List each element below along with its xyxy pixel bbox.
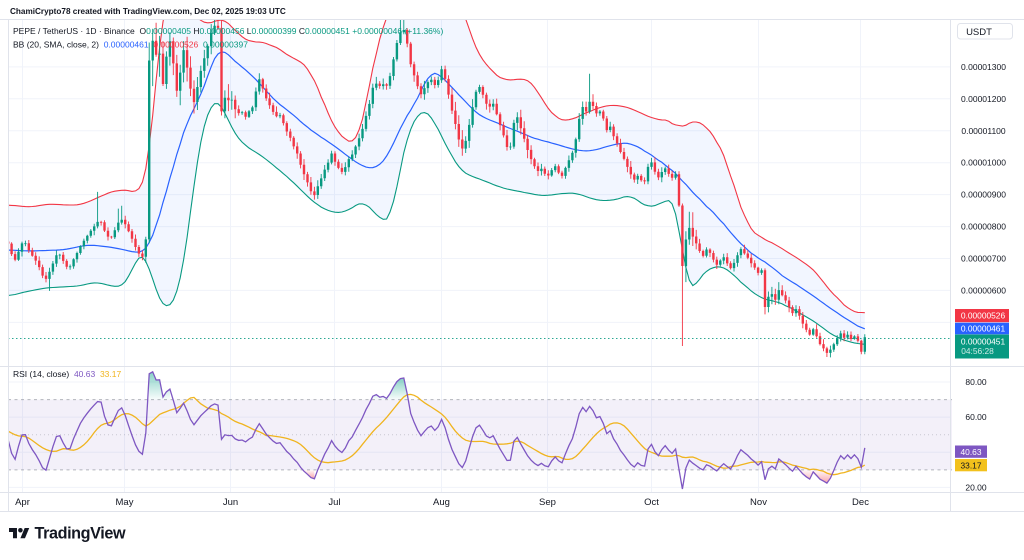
- svg-text:0.00000700: 0.00000700: [961, 254, 1006, 264]
- svg-text:USDT: USDT: [966, 27, 992, 38]
- svg-text:0.00000600: 0.00000600: [961, 285, 1006, 295]
- svg-text:Sep: Sep: [539, 497, 556, 508]
- svg-text:40.63: 40.63: [961, 447, 982, 457]
- svg-text:Jul: Jul: [328, 497, 340, 508]
- svg-text:60.00: 60.00: [965, 412, 987, 422]
- svg-text:04:56:28: 04:56:28: [961, 346, 994, 356]
- svg-text:0.00000461: 0.00000461: [961, 324, 1006, 334]
- svg-text:PEPE / TetherUS · 1D · Binance: PEPE / TetherUS · 1D · Binance O0.000004…: [13, 26, 443, 36]
- svg-text:0.00000526: 0.00000526: [961, 311, 1006, 321]
- svg-text:0.00000451: 0.00000451: [961, 336, 1006, 346]
- svg-text:BB (20, SMA, close, 2) 0.0000: BB (20, SMA, close, 2) 0.00000461 0.0000…: [13, 40, 248, 50]
- svg-text:May: May: [116, 497, 134, 508]
- svg-text:Nov: Nov: [750, 497, 767, 508]
- svg-text:0.00001000: 0.00001000: [961, 158, 1006, 168]
- svg-text:20.00: 20.00: [965, 482, 987, 492]
- svg-text:ChamiCrypto78 created with Tra: ChamiCrypto78 created with TradingView.c…: [10, 7, 286, 16]
- svg-text:Aug: Aug: [433, 497, 450, 508]
- svg-text:0.00001100: 0.00001100: [961, 126, 1006, 136]
- svg-text:0.00000800: 0.00000800: [961, 222, 1006, 232]
- svg-text:RSI (14, close) 40.63 33.17: RSI (14, close) 40.63 33.17: [13, 369, 121, 379]
- svg-text:0.00001200: 0.00001200: [961, 94, 1006, 104]
- svg-text:33.17: 33.17: [961, 460, 982, 470]
- svg-text:Jun: Jun: [223, 497, 238, 508]
- svg-text:0.00000900: 0.00000900: [961, 190, 1006, 200]
- svg-text:80.00: 80.00: [965, 377, 987, 387]
- svg-text:Dec: Dec: [852, 497, 869, 508]
- svg-text:0.00001300: 0.00001300: [961, 62, 1006, 72]
- svg-text:TradingView: TradingView: [35, 525, 126, 543]
- svg-text:Oct: Oct: [644, 497, 659, 508]
- svg-text:Apr: Apr: [15, 497, 30, 508]
